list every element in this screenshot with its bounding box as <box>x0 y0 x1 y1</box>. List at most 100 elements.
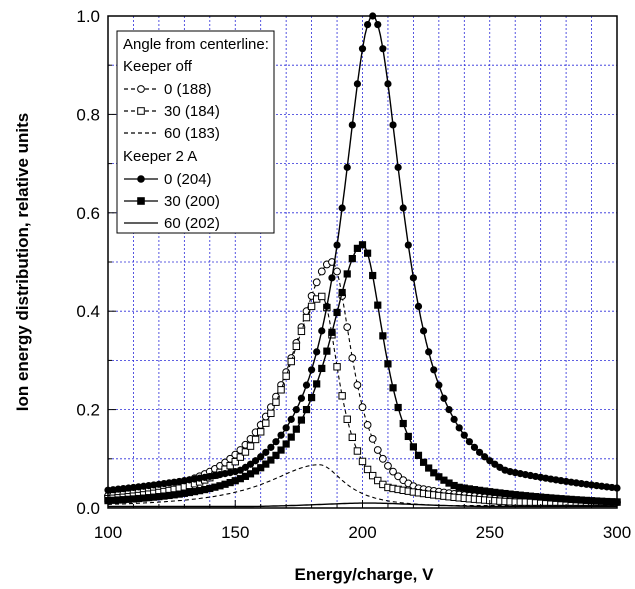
data-point <box>323 347 331 355</box>
data-point <box>526 492 535 500</box>
data-point <box>465 438 473 446</box>
data-point <box>567 495 575 504</box>
data-point <box>455 483 463 491</box>
data-point <box>384 461 392 470</box>
data-point <box>608 498 616 506</box>
data-point <box>511 491 519 499</box>
data-point <box>358 457 367 466</box>
legend-header: Angle from centerline: <box>123 36 269 53</box>
data-point <box>241 472 250 480</box>
data-point <box>404 241 412 249</box>
data-point <box>328 274 336 282</box>
data-point <box>577 496 585 504</box>
data-point <box>562 495 570 503</box>
data-point <box>369 271 377 280</box>
data-point <box>531 493 540 501</box>
legend-group-entries: 0 (204) 30 (200) 60 (202) <box>124 171 220 232</box>
data-point <box>211 483 219 491</box>
data-point <box>302 313 311 322</box>
data-point <box>312 278 321 287</box>
y-tick-label: 1.0 <box>76 7 100 26</box>
data-point <box>333 308 341 317</box>
x-tick-label: 250 <box>476 523 504 542</box>
legend-swatch-marker <box>137 197 145 205</box>
data-point <box>308 366 316 374</box>
data-point <box>445 406 453 414</box>
y-tick-label: 0.4 <box>76 302 100 321</box>
data-point <box>373 446 382 454</box>
data-point <box>440 394 448 402</box>
data-point <box>389 384 397 392</box>
data-point <box>384 80 392 88</box>
data-point <box>486 457 494 465</box>
legend-entry-label: 0 (204) <box>164 171 212 188</box>
series-5 <box>104 241 621 506</box>
data-point <box>165 491 173 500</box>
legend-swatch-marker <box>137 175 145 183</box>
y-axis-label: Ion energy distribution, relative units <box>13 113 32 412</box>
legend-entry-label: 30 (184) <box>164 103 220 120</box>
data-point <box>277 431 285 439</box>
data-point <box>328 328 336 336</box>
data-point <box>175 490 183 498</box>
series-line <box>107 295 617 503</box>
data-point <box>297 327 306 336</box>
data-point <box>338 288 346 297</box>
data-point <box>399 419 407 428</box>
data-point <box>282 372 290 380</box>
data-point <box>190 488 199 496</box>
data-point <box>552 494 560 502</box>
data-point <box>226 478 234 487</box>
data-point <box>287 415 295 423</box>
data-point <box>353 447 362 455</box>
data-point <box>251 435 260 444</box>
series-4 <box>104 12 621 494</box>
data-point <box>475 486 484 494</box>
data-point <box>455 424 463 432</box>
x-axis-label: Energy/charge, V <box>295 565 435 584</box>
data-point <box>267 443 275 451</box>
data-point <box>358 45 367 53</box>
data-point <box>231 477 239 485</box>
data-point <box>419 458 428 466</box>
data-point <box>379 332 387 340</box>
data-point <box>430 366 438 374</box>
data-point <box>226 461 234 470</box>
data-point <box>587 497 596 505</box>
data-point <box>481 453 489 461</box>
data-point <box>481 487 489 495</box>
data-point <box>343 323 352 332</box>
data-point <box>307 302 316 311</box>
data-point <box>537 493 545 501</box>
data-point <box>486 488 494 496</box>
data-point <box>445 479 453 487</box>
data-point <box>170 491 178 499</box>
data-point <box>358 241 367 249</box>
data-point <box>287 357 295 366</box>
legend-entry-label: 0 (188) <box>164 81 212 98</box>
data-point <box>318 292 326 301</box>
data-point <box>343 270 351 278</box>
data-point <box>363 20 372 29</box>
y-tick-label: 0.6 <box>76 204 100 223</box>
data-point <box>414 302 423 310</box>
data-point <box>353 244 362 252</box>
legend-group-entries: 0 (188) 30 (184) 60 (183) <box>124 81 220 142</box>
data-point <box>292 406 300 414</box>
data-point <box>389 121 397 129</box>
data-point <box>450 415 458 423</box>
data-point <box>435 473 443 481</box>
legend-group-keeper-off: Keeper off <box>123 58 193 75</box>
data-point <box>384 360 392 368</box>
data-point <box>465 485 473 493</box>
data-point <box>572 496 580 504</box>
data-point <box>206 484 214 493</box>
data-point <box>333 241 341 249</box>
data-point <box>277 386 285 394</box>
x-tick-label: 100 <box>94 523 122 542</box>
y-tick-label: 0.2 <box>76 401 100 420</box>
data-point <box>353 381 362 389</box>
data-point <box>430 469 438 477</box>
data-point <box>374 476 382 485</box>
data-point <box>267 409 275 418</box>
